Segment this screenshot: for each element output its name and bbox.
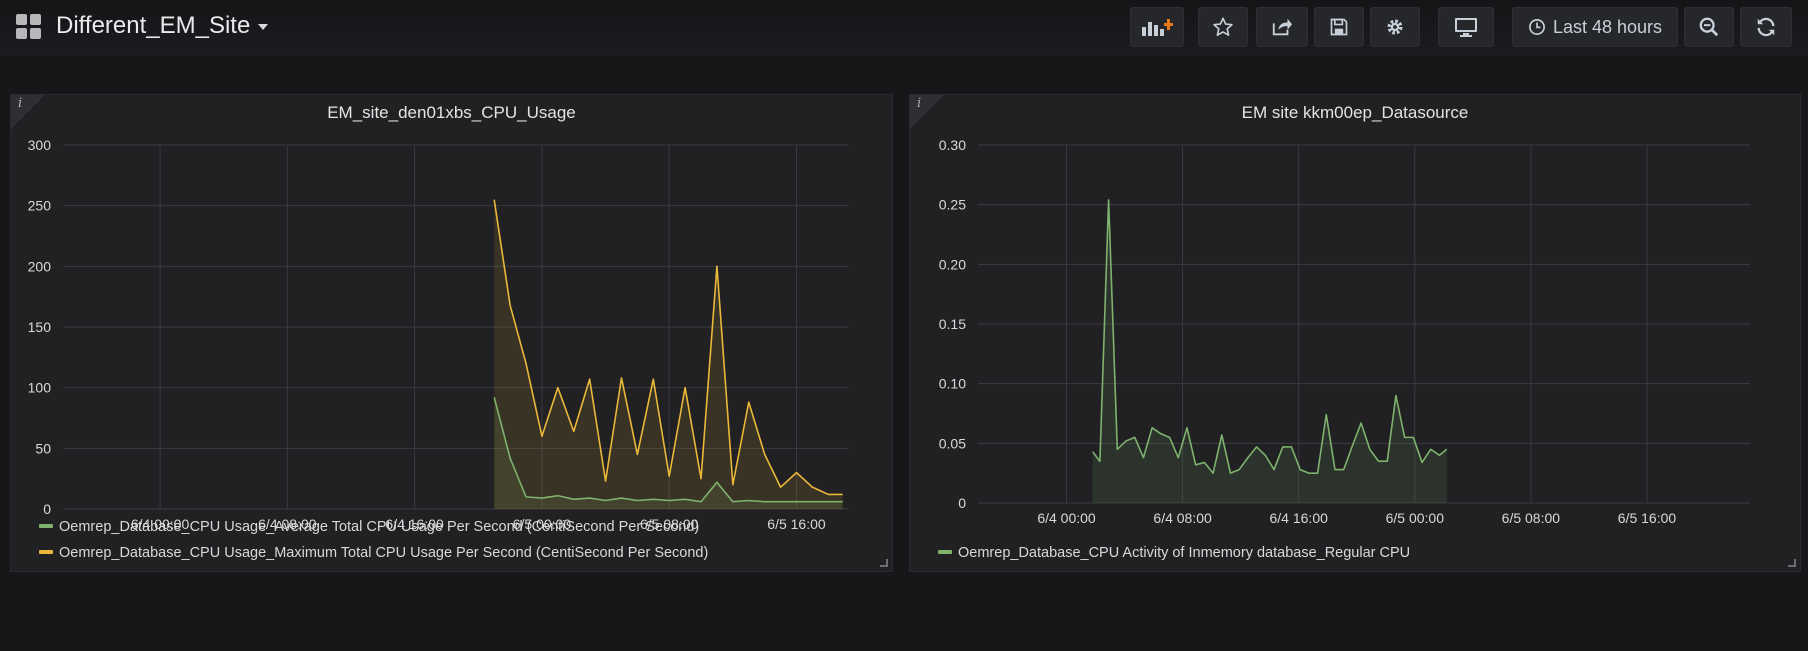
save-icon	[1330, 18, 1348, 36]
y-tick-label: 0.10	[939, 376, 966, 392]
x-tick-label: 6/4 16:00	[385, 516, 444, 532]
gear-icon	[1387, 19, 1403, 35]
x-tick-label: 6/5 16:00	[1618, 510, 1677, 526]
panel-resize-handle[interactable]	[880, 559, 888, 567]
y-tick-label: 0.30	[939, 137, 966, 153]
y-tick-label: 0.20	[939, 256, 966, 272]
tv-mode-button[interactable]	[1438, 7, 1494, 47]
star-icon	[1213, 17, 1233, 36]
legend-item-maximum[interactable]: Oemrep_Database_CPU Usage_Maximum Total …	[39, 545, 708, 561]
refresh-icon	[1757, 17, 1775, 37]
y-tick-label: 50	[35, 440, 51, 456]
star-button[interactable]	[1198, 7, 1248, 47]
y-tick-label: 0.25	[939, 197, 966, 213]
series-area-fill	[494, 199, 843, 509]
time-range-label: Last 48 hours	[1552, 16, 1663, 37]
series-line	[493, 397, 843, 503]
y-tick-label: 0	[43, 501, 51, 517]
save-button[interactable]	[1314, 7, 1364, 47]
zoom-out-button[interactable]	[1684, 7, 1734, 47]
share-icon	[1272, 18, 1293, 36]
cpu-usage-chart[interactable]: 0 50 100 150 200 250 300 6/4 00:00 6/4 08:00 6/4 …	[11, 95, 894, 573]
y-tick-label: 0	[958, 495, 966, 511]
panel-resize-handle[interactable]	[1788, 559, 1796, 567]
series-area-fill	[1092, 199, 1447, 503]
panel-info-corner[interactable]: i	[910, 95, 944, 129]
caret-down-icon	[258, 23, 269, 30]
datasource-chart[interactable]: 0 0.05 0.10 0.15 0.20 0.25 0.30 6/4 00:00 6/4 08…	[910, 95, 1802, 573]
series-line	[493, 199, 843, 496]
y-tick-label: 0.15	[939, 316, 966, 332]
panel-title[interactable]: EM site kkm00ep_Datasource	[1241, 103, 1469, 122]
x-tick-label: 6/5 08:00	[1502, 510, 1561, 526]
x-tick-label: 6/5 00:00	[1386, 510, 1445, 526]
clock-icon	[1529, 19, 1545, 35]
series-line	[1092, 199, 1448, 474]
legend-item-average[interactable]: Oemrep_Database_CPU Usage_Average Total …	[39, 519, 699, 535]
x-tick-label: 6/4 16:00	[1270, 510, 1329, 526]
y-tick-label: 150	[28, 319, 52, 335]
monitor-icon	[1455, 18, 1477, 37]
legend-item-regular-cpu[interactable]: Oemrep_Database_CPU Activity of Inmemory…	[938, 545, 1410, 561]
legend-label: Oemrep_Database_CPU Activity of Inmemory…	[958, 545, 1411, 561]
share-button[interactable]	[1256, 7, 1308, 47]
y-tick-label: 250	[28, 198, 52, 214]
x-tick-label: 6/4 08:00	[1153, 510, 1212, 526]
graph-panel-datasource[interactable]: i EM site kkm00ep_Datasource 0 0.05 0.10 0.…	[909, 94, 1801, 572]
refresh-button[interactable]	[1740, 7, 1792, 47]
y-tick-label: 100	[28, 380, 52, 396]
dashboard-grid-icon[interactable]	[16, 14, 42, 40]
y-tick-label: 200	[28, 258, 52, 274]
zoom-out-icon	[1699, 17, 1719, 37]
panel-title[interactable]: EM_site_den01xbs_CPU_Usage	[327, 103, 576, 122]
x-tick-label: 6/4 08:00	[258, 516, 317, 532]
x-tick-label: 6/5 08:00	[640, 516, 699, 532]
top-navbar: Different_EM_Site Last 48 hours	[0, 0, 1808, 56]
x-tick-label: 6/5 00:00	[513, 516, 572, 532]
add-panel-icon	[1142, 19, 1173, 36]
time-range-picker[interactable]: Last 48 hours	[1512, 7, 1678, 47]
graph-panel-cpu-usage[interactable]: i EM_site_den01xbs_CPU_Usage 0 50 100 150 20…	[10, 94, 893, 572]
legend-swatch-green	[39, 523, 53, 528]
y-tick-label: 0.05	[939, 435, 966, 451]
x-tick-label: 6/5 16:00	[767, 516, 826, 532]
x-tick-label: 6/4 00:00	[131, 516, 190, 532]
x-tick-label: 6/4 00:00	[1037, 510, 1096, 526]
info-icon: i	[917, 96, 922, 111]
info-icon: i	[18, 96, 23, 111]
add-panel-button[interactable]	[1130, 7, 1184, 47]
panel-info-corner[interactable]: i	[11, 95, 45, 129]
y-tick-label: 300	[28, 137, 52, 153]
settings-button[interactable]	[1370, 7, 1420, 47]
dashboard-title: Different_EM_Site	[56, 12, 251, 39]
legend-label: Oemrep_Database_CPU Usage_Average Total …	[59, 519, 700, 535]
dashboard-title-dropdown[interactable]: Different_EM_Site	[56, 12, 269, 40]
legend-label: Oemrep_Database_CPU Usage_Maximum Total …	[59, 545, 709, 561]
legend-swatch-yellow	[39, 549, 53, 554]
legend-swatch-green	[938, 549, 952, 554]
